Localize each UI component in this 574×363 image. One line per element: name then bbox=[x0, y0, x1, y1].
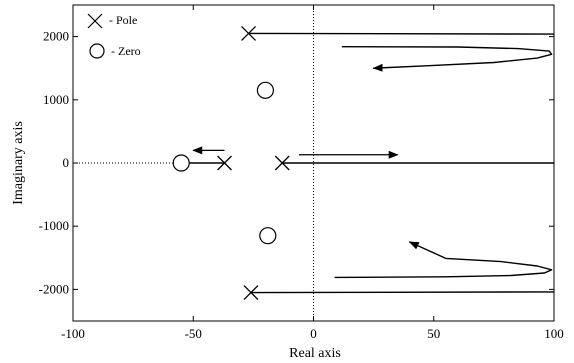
locus-curves bbox=[180, 32, 555, 294]
zero-marker-1 bbox=[172, 154, 190, 172]
x-tick-label: 100 bbox=[544, 326, 564, 341]
reference-lines bbox=[73, 5, 314, 321]
legend-pole-icon bbox=[87, 13, 103, 29]
pole-marker-4 bbox=[243, 285, 259, 301]
x-tick-label: -50 bbox=[185, 326, 202, 341]
y-tick-label: 0 bbox=[63, 155, 70, 170]
legend: - Pole - Zero bbox=[87, 13, 141, 59]
y-tick-label: 2000 bbox=[43, 29, 69, 44]
legend-zero-icon bbox=[89, 43, 105, 59]
zero-marker-3 bbox=[259, 227, 277, 245]
y-tick-label: 1000 bbox=[43, 92, 69, 107]
locus-branch-6 bbox=[334, 241, 553, 279]
locus-branch-3 bbox=[250, 291, 555, 294]
pole-marker-2 bbox=[217, 155, 232, 171]
pole-stroke bbox=[241, 25, 257, 41]
x-tick-label: -100 bbox=[61, 326, 85, 341]
legend-pole-label: - Pole bbox=[109, 13, 137, 27]
y-tick-label: -1000 bbox=[39, 218, 69, 233]
x-axis-label: Real axis bbox=[289, 346, 341, 361]
axis-ticks: -100 -50 0 50 100 -2000 -1000 0 1000 2000 bbox=[39, 5, 564, 341]
direction-arrows bbox=[192, 146, 399, 159]
pole-stroke bbox=[243, 285, 259, 301]
pole-zero-markers bbox=[172, 25, 290, 301]
zero-marker-2 bbox=[256, 81, 274, 99]
locus-branch-1 bbox=[247, 32, 555, 35]
legend-zero-label: - Zero bbox=[111, 44, 141, 58]
pole-stroke bbox=[274, 155, 290, 171]
pole-marker-3 bbox=[274, 155, 290, 171]
y-axis-label: Imaginary axis bbox=[11, 121, 26, 205]
pole-stroke bbox=[217, 155, 232, 171]
x-tick-label: 50 bbox=[427, 326, 440, 341]
locus-branch-5 bbox=[341, 46, 553, 72]
y-tick-label: -2000 bbox=[39, 281, 69, 296]
pole-marker-1 bbox=[241, 25, 257, 41]
x-tick-label: 0 bbox=[310, 326, 317, 341]
